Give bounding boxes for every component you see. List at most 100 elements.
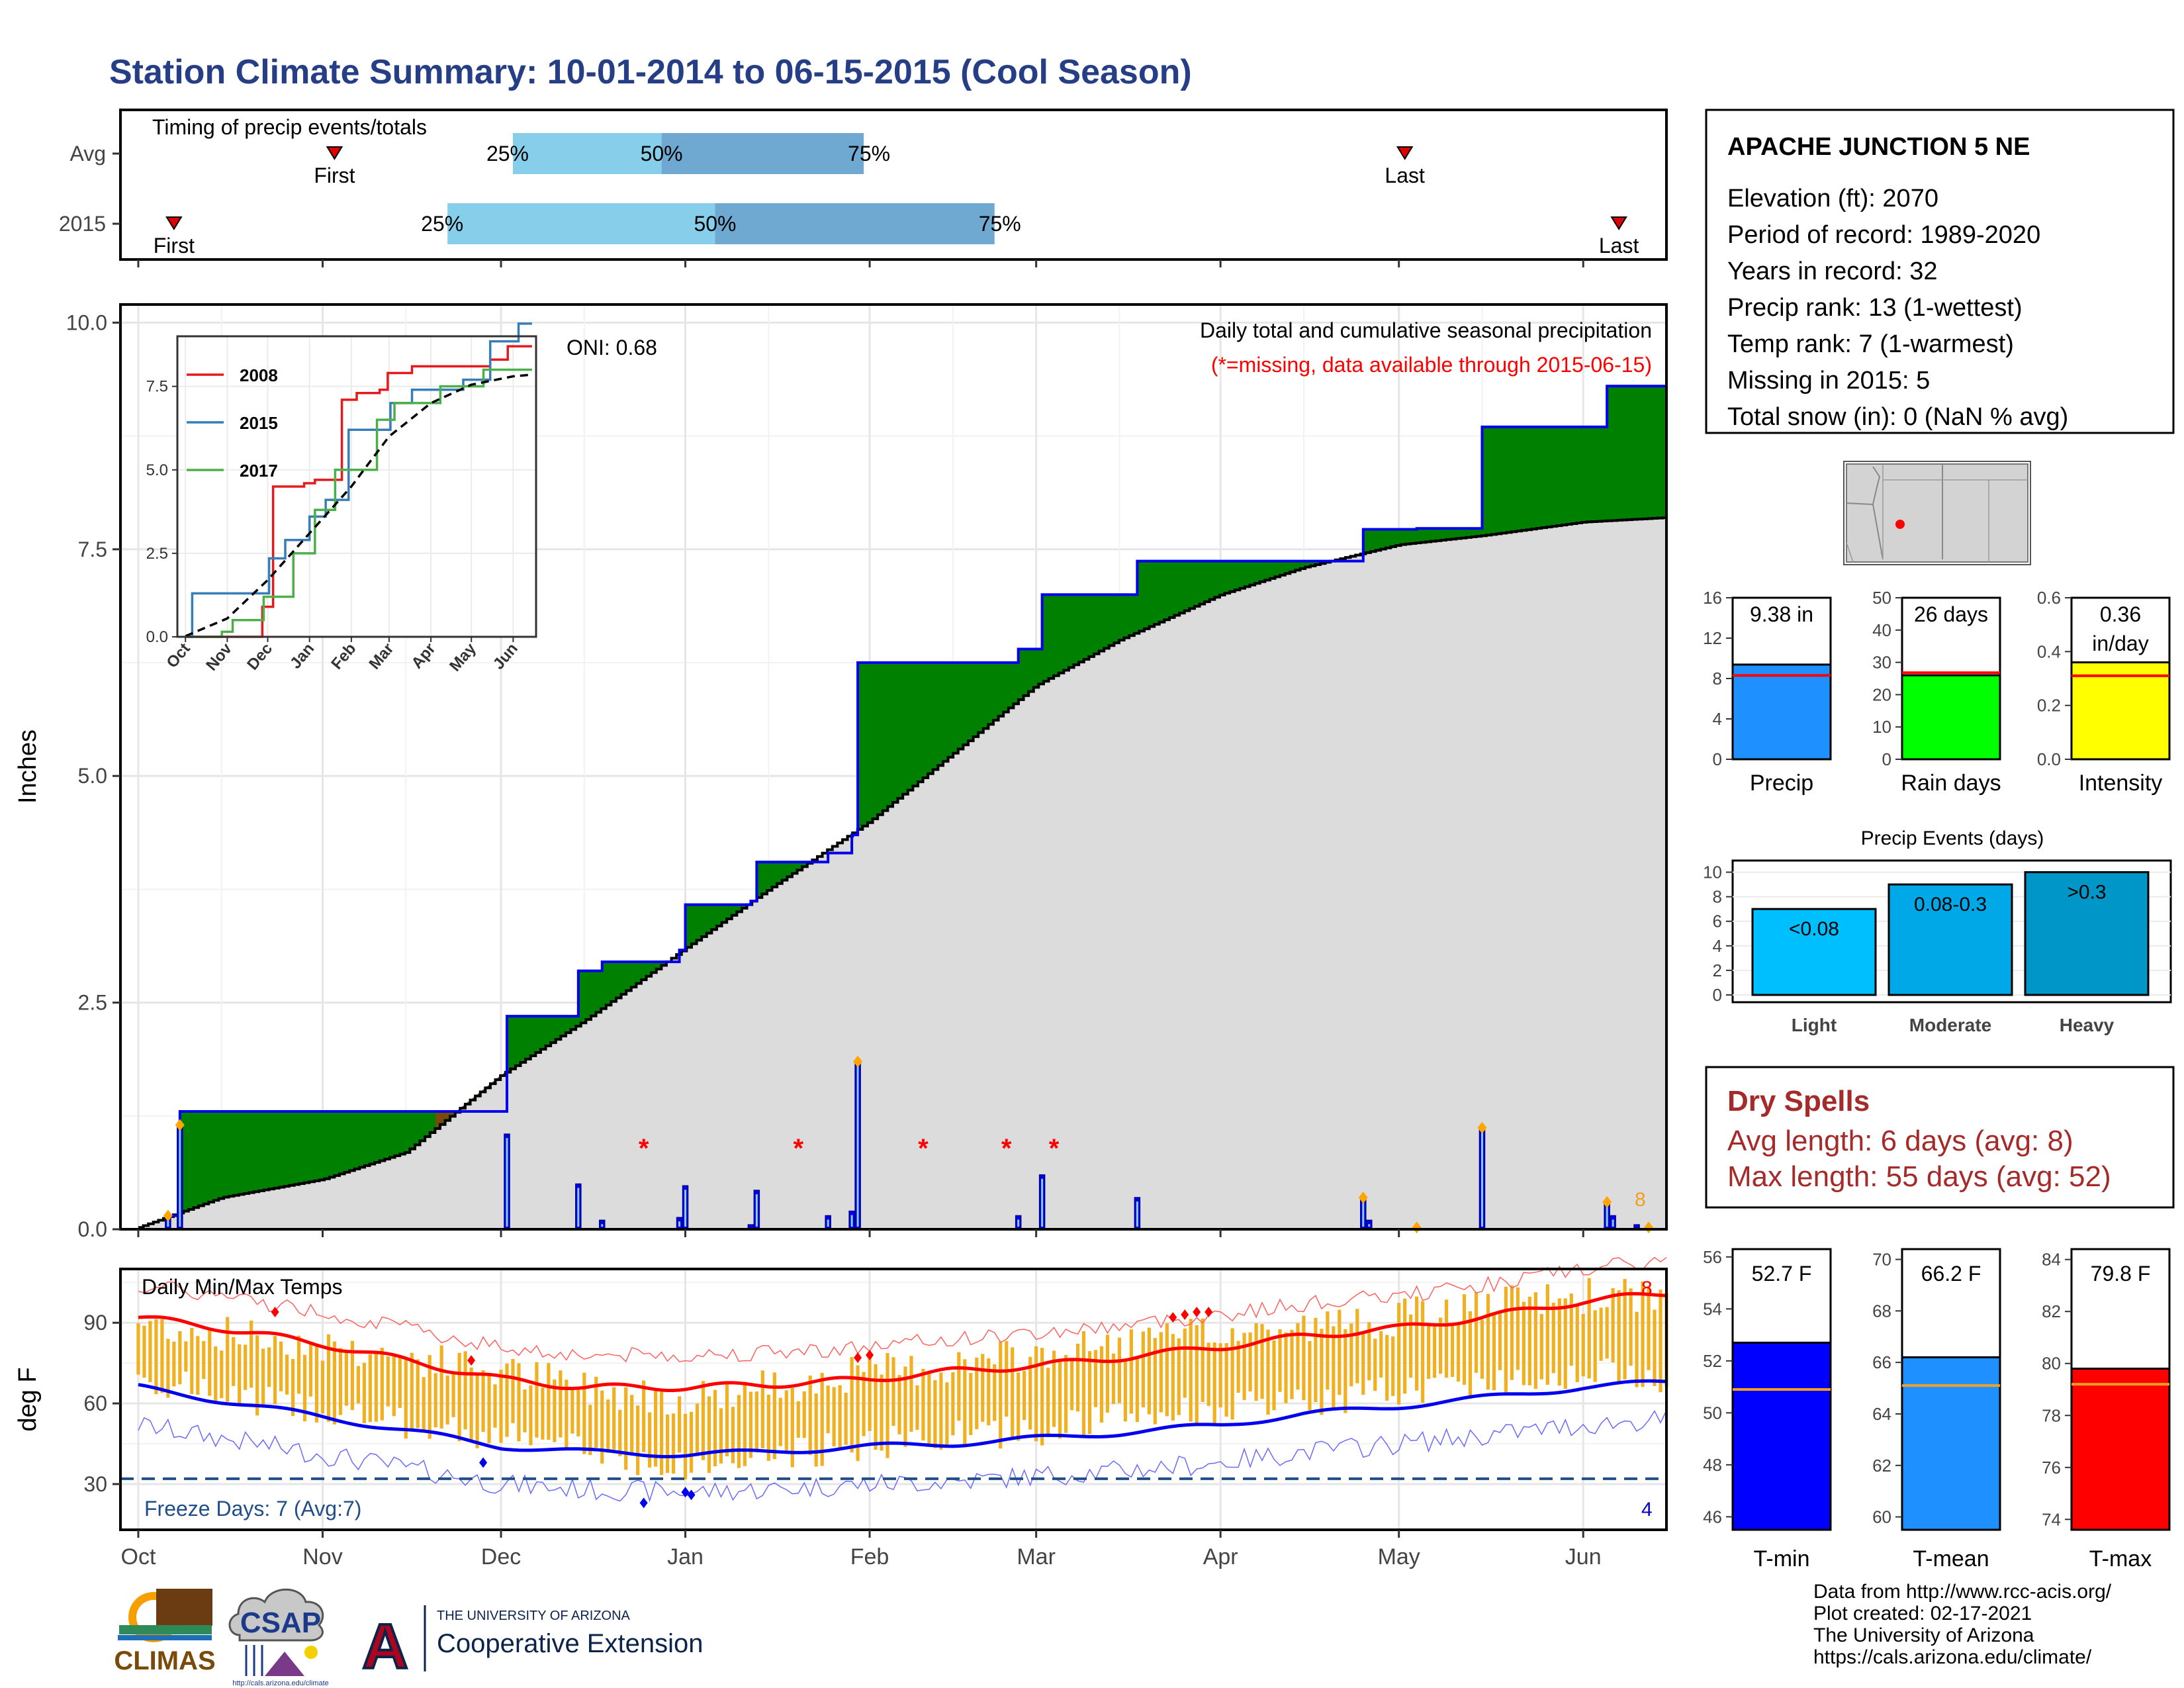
timing-q50-75-bar	[661, 133, 864, 174]
daily-temp-bar	[874, 1364, 878, 1450]
daily-temp-bar	[1284, 1332, 1288, 1403]
events-bar-label: >0.3	[2067, 882, 2106, 904]
daily-temp-bar	[196, 1336, 200, 1395]
footer-credits: Data from http://www.rcc-acis.org/ Plot …	[1813, 1581, 2111, 1668]
daily-temp-bar	[1641, 1281, 1645, 1387]
daily-temp-bar	[951, 1372, 955, 1436]
daily-temp-bar	[553, 1379, 557, 1442]
daily-temp-bar	[226, 1317, 230, 1402]
daily-temp-bar	[1017, 1372, 1021, 1441]
daily-temp-bar	[559, 1370, 563, 1438]
ua-logo: A THE UNIVERSITY OF ARIZONA Cooperative …	[361, 1605, 703, 1683]
record-low-marker	[681, 1487, 690, 1498]
daily-temp-bar	[838, 1385, 842, 1449]
daily-temp-bar	[868, 1353, 872, 1431]
events-xlabel: Moderate	[1909, 1015, 1991, 1035]
timing-last-label: Last	[1599, 234, 1639, 258]
daily-temp-bar	[1647, 1286, 1651, 1370]
events-bar-light	[1751, 908, 1877, 996]
temp-summary-bar-t-min	[1731, 1341, 1832, 1531]
daily-temp-bar	[220, 1350, 224, 1399]
precip-record-marker	[175, 1119, 185, 1131]
daily-temp-bar	[1355, 1309, 1359, 1383]
summary-ytick-label: 0.6	[2037, 588, 2061, 608]
daily-temp-bar	[1171, 1334, 1175, 1421]
summary-ytick-label: 20	[1872, 684, 1891, 704]
daily-temp-bar	[1391, 1336, 1395, 1396]
daily-temp-bar	[1456, 1323, 1461, 1382]
station-elevation: Elevation (ft): 2070	[1727, 185, 1938, 212]
daily-temp-bar	[778, 1397, 782, 1446]
oni-value: ONI: 0.68	[567, 336, 657, 359]
daily-temp-bar	[832, 1387, 836, 1446]
summary-xlabel: Precip	[1750, 771, 1813, 796]
daily-temp-bar	[969, 1373, 973, 1435]
daily-temp-bar	[481, 1370, 485, 1432]
events-ytick-label: 4	[1713, 936, 1722, 956]
precip-ytick-label: 5.0	[78, 764, 107, 788]
inset-series-2015	[185, 322, 532, 638]
daily-temp-bar	[1296, 1323, 1300, 1390]
daily-temp-bar	[939, 1372, 943, 1450]
daily-temp-bar	[1587, 1278, 1591, 1379]
station-location-dot	[1895, 520, 1905, 529]
daily-temp-bar	[1087, 1351, 1092, 1434]
daily-temp-bar	[612, 1387, 616, 1450]
record-high-marker	[1193, 1306, 1201, 1317]
daily-temp-bar	[338, 1348, 343, 1415]
month-label-oct: Oct	[121, 1544, 156, 1570]
daily-temp-bar	[784, 1390, 788, 1451]
daily-temp-bar	[1147, 1327, 1151, 1415]
daily-temp-bar	[927, 1372, 931, 1446]
daily-temp-bar	[517, 1363, 521, 1442]
daily-precip-bar-highlight	[179, 1129, 181, 1227]
daily-temp-bar	[279, 1341, 283, 1391]
daily-temp-bar	[344, 1350, 349, 1406]
station-temp-rank: Temp rank: 7 (1-warmest)	[1727, 330, 2014, 358]
daily-temp-bar	[1539, 1314, 1543, 1380]
record-high-marker	[1205, 1306, 1213, 1317]
hot-count: 8	[1641, 1278, 1653, 1299]
daily-temp-bar	[606, 1399, 610, 1453]
daily-precip-bar-highlight	[856, 1065, 859, 1227]
precip-record-marker	[853, 1055, 863, 1068]
missing-day-marker: *	[639, 1134, 649, 1163]
events-ytick-label: 10	[1703, 863, 1722, 882]
daily-temp-bar	[250, 1320, 253, 1388]
daily-temp-bar	[671, 1413, 676, 1474]
daily-temp-bar	[1201, 1318, 1205, 1402]
daily-temp-bar	[1141, 1331, 1145, 1408]
daily-temp-bar	[582, 1372, 586, 1454]
daily-temp-bar	[654, 1389, 658, 1467]
daily-temp-bar	[499, 1370, 503, 1443]
temp-summary-ytick-label: 56	[1703, 1247, 1722, 1267]
daily-temp-bar	[398, 1355, 402, 1408]
daily-temp-bar	[766, 1395, 770, 1461]
daily-temp-bar	[1617, 1290, 1621, 1383]
temp-summary-ytick-label: 60	[1872, 1507, 1891, 1527]
daily-temp-bar	[993, 1364, 997, 1421]
daily-temp-bar	[469, 1367, 473, 1440]
station-info: APACHE JUNCTION 5 NE Elevation (ft): 207…	[1705, 109, 2175, 434]
daily-temp-bar	[886, 1353, 889, 1458]
daily-temp-bar	[1438, 1317, 1443, 1374]
inset-average-line	[185, 373, 533, 637]
daily-precip-bar-highlight	[1368, 1224, 1371, 1227]
location-map	[1843, 461, 2031, 565]
missing-day-marker: *	[1049, 1134, 1060, 1163]
summary-ytick-label: 12	[1703, 628, 1722, 648]
cold-count: 4	[1641, 1499, 1653, 1521]
record-high-marker	[866, 1349, 874, 1360]
footer-url: https://cals.arizona.edu/climate/	[1813, 1646, 2092, 1668]
daily-temp-bar	[1474, 1291, 1479, 1373]
summary-ytick-label: 40	[1872, 620, 1891, 640]
daily-temp-bar	[808, 1376, 812, 1456]
record-low-marker	[687, 1489, 696, 1501]
temp-summary-ytick-label: 74	[2042, 1509, 2061, 1529]
daily-temp-bar	[660, 1391, 664, 1476]
daily-temp-bar	[232, 1336, 236, 1386]
daily-temp-bar	[160, 1319, 164, 1393]
inset-ytick-label: 0.0	[146, 628, 168, 646]
daily-precip-bar-highlight	[1612, 1219, 1614, 1227]
